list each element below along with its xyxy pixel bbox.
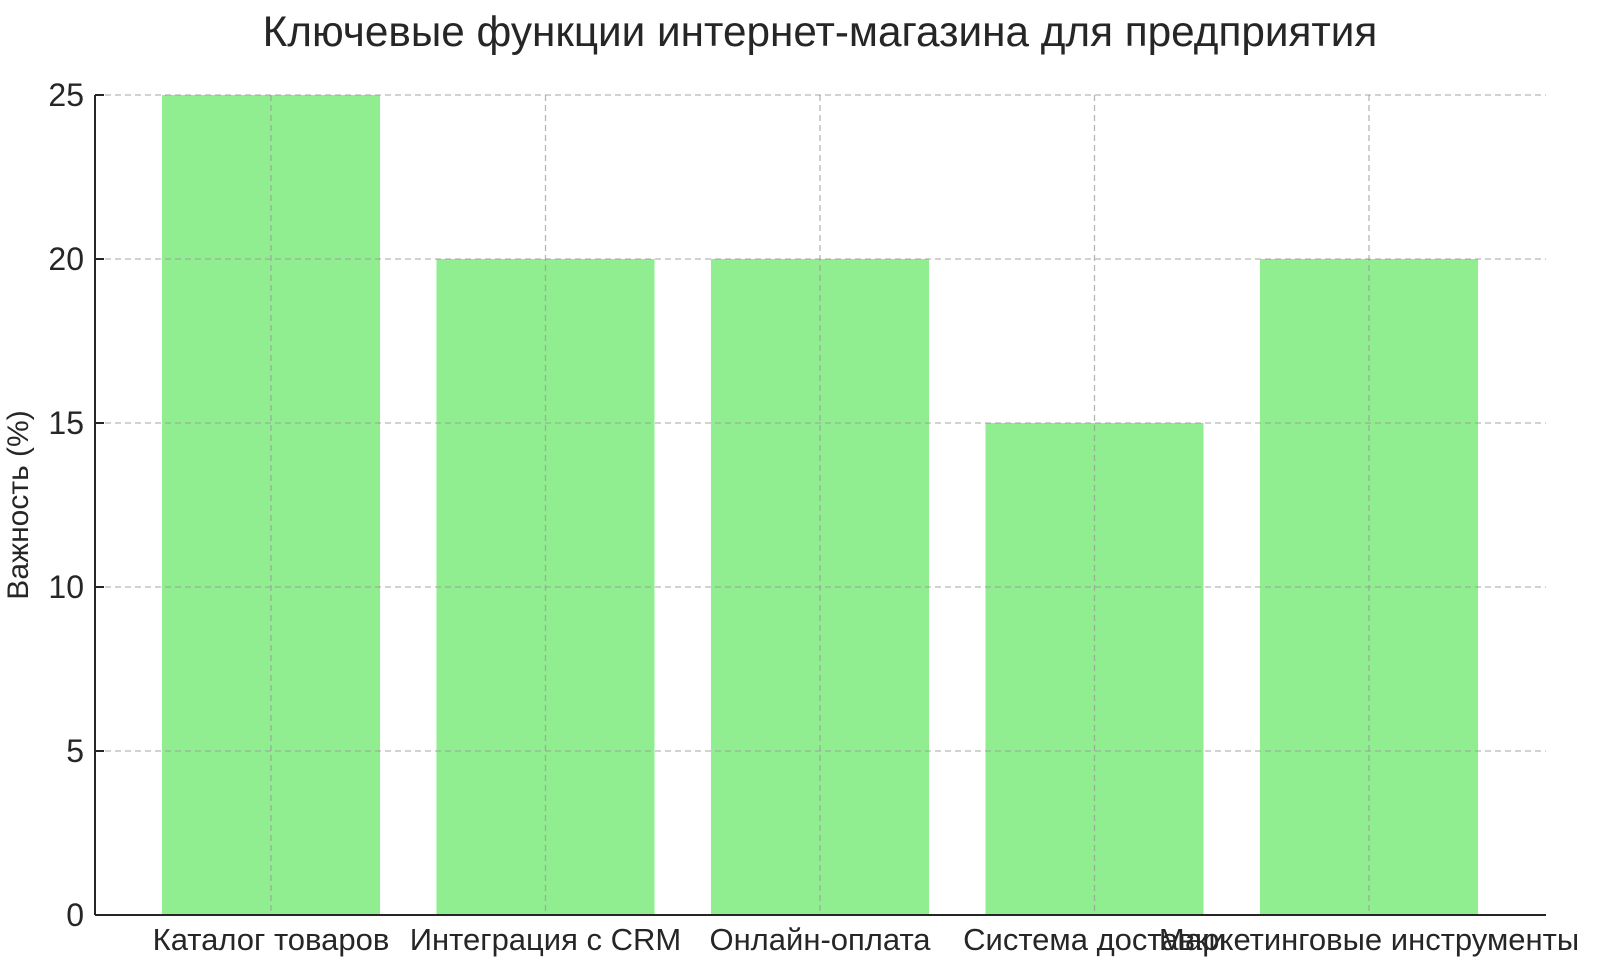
svg-text:Ключевые функции интернет-мага: Ключевые функции интернет-магазина для п… [263, 8, 1378, 55]
svg-text:Важность (%): Важность (%) [2, 410, 35, 599]
svg-text:5: 5 [66, 733, 84, 769]
svg-text:20: 20 [48, 241, 84, 277]
svg-text:25: 25 [48, 77, 84, 113]
svg-text:Каталог товаров: Каталог товаров [153, 922, 390, 957]
svg-text:15: 15 [48, 405, 84, 441]
svg-text:Интеграция с CRM: Интеграция с CRM [410, 922, 681, 957]
svg-text:Маркетинговые инструменты: Маркетинговые инструменты [1159, 922, 1579, 957]
svg-text:Онлайн-оплата: Онлайн-оплата [709, 922, 931, 957]
svg-text:10: 10 [48, 569, 84, 605]
svg-text:0: 0 [66, 897, 84, 933]
